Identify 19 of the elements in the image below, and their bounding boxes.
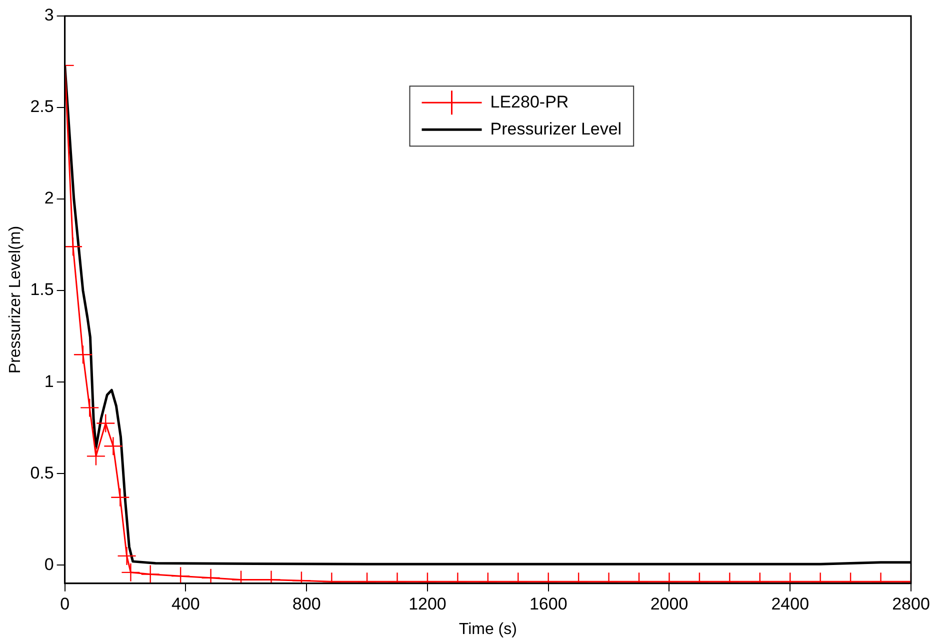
legend-label: Pressurizer Level	[490, 119, 622, 138]
y-tick-label: 0	[44, 554, 54, 574]
x-axis-title: Time (s)	[458, 620, 517, 638]
x-tick-label: 2400	[771, 594, 810, 614]
legend-label: LE280-PR	[490, 92, 569, 112]
x-tick-label: 0	[60, 594, 70, 614]
x-tick-label: 1200	[408, 594, 446, 614]
x-tick-label: 2800	[892, 594, 930, 614]
y-tick-label: 1.5	[30, 280, 54, 300]
y-tick-label: 3	[44, 6, 54, 25]
y-tick-label: 2	[44, 188, 54, 208]
x-tick-label: 2000	[650, 594, 688, 614]
y-axis-title: Pressurizer Level(m)	[7, 226, 24, 374]
x-tick-label: 400	[172, 594, 200, 614]
y-tick-label: 0.5	[30, 463, 54, 482]
y-tick-label: 2.5	[30, 97, 54, 116]
x-tick-label: 800	[292, 594, 321, 614]
x-tick-label: 1600	[529, 594, 568, 614]
y-tick-label: 1	[44, 372, 54, 391]
